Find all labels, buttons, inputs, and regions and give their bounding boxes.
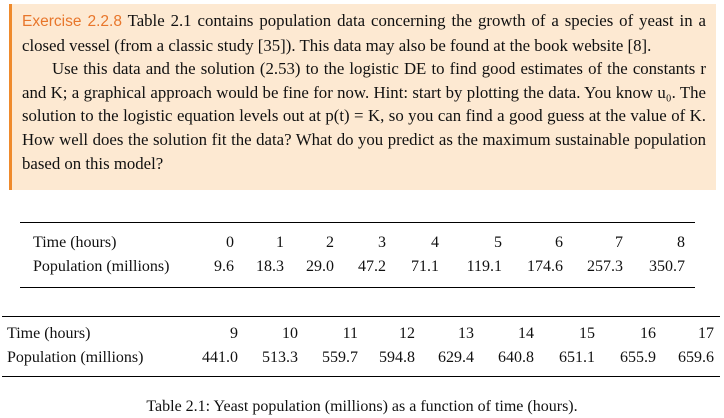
- table-row: Time (hours) 9 10 11 12 13 14 15 16 17: [2, 317, 720, 347]
- exercise-paragraph-2: Use this data and the solution (2.53) to…: [22, 59, 706, 173]
- table-cell: 640.8: [498, 349, 534, 366]
- row-label-population: Population (millions): [33, 258, 170, 275]
- table-cell: 594.8: [379, 349, 415, 366]
- table-cell: 18.3: [256, 258, 284, 275]
- table-cell: 350.7: [649, 258, 685, 275]
- table-row: Population (millions) 9.6 18.3 29.0 47.2…: [20, 255, 695, 288]
- exercise-heading: Exercise 2.2.8: [22, 13, 122, 30]
- table-cell: 0: [226, 234, 234, 251]
- table-cell: 257.3: [587, 258, 623, 275]
- table-cell: 513.3: [262, 349, 298, 366]
- table-cell: 655.9: [620, 349, 656, 366]
- table-cell: 15: [579, 325, 595, 342]
- table-cell: 14: [518, 325, 534, 342]
- table-cell: 119.1: [466, 258, 502, 275]
- table-cell: 3: [378, 234, 386, 251]
- table-row: Population (millions) 441.0 513.3 559.7 …: [2, 346, 720, 377]
- table-cell: 11: [342, 325, 358, 342]
- table-cell: 5: [494, 234, 502, 251]
- table-cell: 16: [640, 325, 656, 342]
- table-cell: 6: [555, 234, 563, 251]
- table-cell: 7: [615, 234, 623, 251]
- table-cell: 651.1: [559, 349, 595, 366]
- table-cell: 8: [677, 234, 685, 251]
- table-row: Time (hours) 0 1 2 3 4 5 6 7 8: [20, 223, 695, 256]
- data-table-2: Time (hours) 9 10 11 12 13 14 15 16 17 P…: [2, 316, 720, 377]
- table-cell: 659.6: [678, 349, 714, 366]
- row-label-time: Time (hours): [33, 234, 117, 251]
- table-cell: 559.7: [322, 349, 358, 366]
- row-label-population: Population (millions): [7, 349, 144, 366]
- table-cell: 629.4: [438, 349, 474, 366]
- table-cell: 10: [282, 325, 298, 342]
- table-cell: 17: [698, 325, 714, 342]
- row-label-time: Time (hours): [7, 325, 91, 342]
- table-cell: 12: [399, 325, 415, 342]
- table-cell: 47.2: [358, 258, 386, 275]
- exercise-text-1: Table 2.1 contains population data conce…: [22, 11, 706, 55]
- table-caption: Table 2.1: Yeast population (millions) a…: [146, 398, 578, 415]
- table-cell: 441.0: [202, 349, 238, 366]
- table-cell: 29.0: [306, 258, 334, 275]
- table-cell: 1: [276, 234, 284, 251]
- table-cell: 71.1: [411, 258, 439, 275]
- table-cell: 9: [230, 325, 238, 342]
- data-table-1: Time (hours) 0 1 2 3 4 5 6 7 8 Populatio…: [20, 222, 695, 288]
- exercise-paragraph-1: Exercise 2.2.8 Table 2.1 contains popula…: [22, 9, 706, 57]
- table-cell: 2: [326, 234, 334, 251]
- table-cell: 174.6: [527, 258, 563, 275]
- table-cell: 4: [431, 234, 439, 251]
- table-cell: 13: [458, 325, 474, 342]
- exercise-box: Exercise 2.2.8 Table 2.1 contains popula…: [9, 4, 716, 190]
- table-cell: 9.6: [214, 258, 234, 275]
